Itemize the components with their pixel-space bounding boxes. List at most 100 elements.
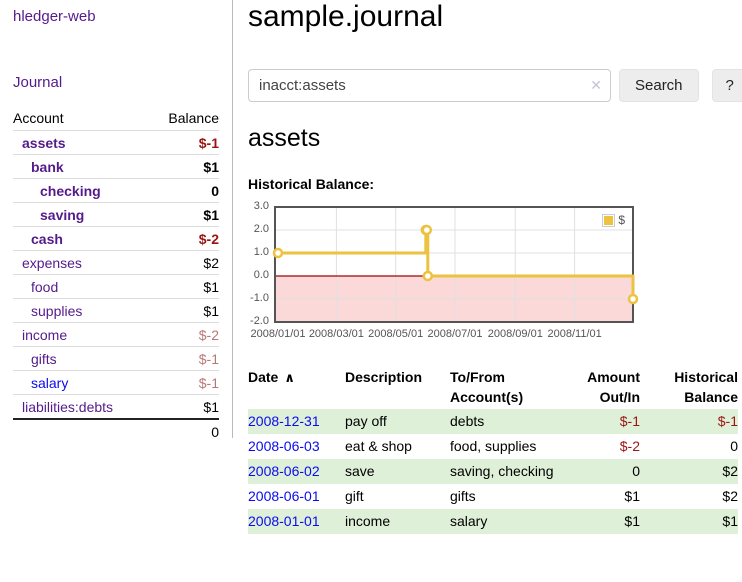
legend-swatch-icon: [602, 213, 616, 227]
transaction-date-link[interactable]: 2008-06-03: [248, 438, 320, 454]
account-balance: $2: [149, 250, 219, 275]
x-tick-label: 2008/03/01: [308, 328, 364, 340]
brand: hledger-web: [0, 0, 232, 26]
description-cell: save: [345, 463, 375, 479]
chart-canvas: [272, 206, 639, 323]
register-column-header: Historical Balance: [674, 369, 738, 405]
balance-cell: $-1: [717, 413, 738, 429]
register-column-header[interactable]: Date ∧: [248, 369, 295, 385]
sidebar-item-food[interactable]: food: [31, 279, 59, 295]
x-tick-label: 2008/05/01: [368, 328, 424, 340]
y-tick-label: -1.0: [250, 292, 269, 304]
search-form: ✕ Search ?: [248, 69, 742, 102]
balance-cell: $2: [722, 488, 738, 504]
description-cell: pay off: [345, 413, 387, 429]
amount-cell: 0: [632, 463, 640, 479]
x-tick-label: 2008/01/01: [250, 328, 306, 340]
chart-legend: $: [602, 213, 625, 227]
account-row: supplies $1: [13, 298, 219, 323]
sidebar-item-saving[interactable]: saving: [40, 207, 85, 223]
x-tick-label: 2008/11/01: [547, 328, 602, 340]
search-input[interactable]: [248, 69, 611, 102]
account-row: income $-2: [13, 322, 219, 347]
account-row: food $1: [13, 274, 219, 299]
amount-cell: $1: [624, 488, 640, 504]
account-row: saving $1: [13, 202, 219, 227]
y-tick-label: 3.0: [253, 200, 269, 212]
help-button[interactable]: ?: [711, 69, 742, 102]
account-balance: $-1: [149, 346, 219, 371]
y-tick-label: 0.0: [253, 269, 269, 281]
balance-cell: $2: [722, 463, 738, 479]
transaction-date-link[interactable]: 2008-01-01: [248, 513, 320, 529]
sidebar-nav: Journal: [13, 74, 232, 92]
transaction-row: 2008-06-01 gift gifts $1 $2: [248, 484, 738, 509]
balance-cell: $1: [722, 513, 738, 529]
y-tick-label: -2.0: [250, 315, 269, 327]
transaction-date-link[interactable]: 2008-06-01: [248, 488, 320, 504]
y-tick-label: 2.0: [253, 223, 269, 235]
sidebar-item-journal[interactable]: Journal: [13, 74, 63, 91]
amount-cell: $-1: [619, 413, 640, 429]
balance-column-header: Balance: [168, 110, 219, 126]
account-balance: $1: [149, 154, 219, 179]
accounts-cell: gifts: [450, 488, 476, 504]
sidebar-item-supplies[interactable]: supplies: [31, 303, 83, 319]
account-balance: $1: [149, 298, 219, 323]
account-heading: assets: [248, 124, 321, 152]
account-row: bank $1: [13, 154, 219, 179]
search-field-wrapper: ✕: [248, 69, 611, 102]
account-row: liabilities:debts $1: [13, 394, 219, 419]
sidebar-item-salary[interactable]: salary: [31, 375, 69, 391]
accounts-table-header-row: Account Balance: [13, 106, 219, 131]
search-button[interactable]: Search: [619, 69, 699, 102]
account-row: assets $-1: [13, 130, 219, 155]
sidebar-item-bank[interactable]: bank: [31, 159, 64, 175]
description-cell: eat & shop: [345, 438, 412, 454]
account-row: cash $-2: [13, 226, 219, 251]
account-balance: $-1: [149, 130, 219, 155]
register-header-row: Date ∧ Description To/From Account(s) Amount…: [248, 361, 738, 409]
description-cell: income: [345, 513, 391, 529]
account-balance: $1: [149, 202, 219, 227]
account-balance: $-2: [149, 322, 219, 347]
sidebar-item-liabilities-debts[interactable]: liabilities:debts: [22, 399, 114, 415]
account-balance: $1: [149, 274, 219, 299]
sidebar-item-cash[interactable]: cash: [31, 231, 63, 247]
sidebar-item-assets[interactable]: assets: [22, 135, 66, 151]
register-column-header: Amount Out/In: [587, 369, 640, 405]
legend-series-label: $: [618, 213, 625, 227]
sidebar-item-expenses[interactable]: expenses: [22, 255, 82, 271]
account-balance: 0: [149, 178, 219, 203]
sidebar: hledger-web Journal Account Balance asse…: [0, 0, 233, 443]
account-balance: $-1: [149, 370, 219, 395]
accounts-cell: debts: [450, 413, 485, 429]
main-content: sample.journal ✕ Search ? assets Histori…: [245, 0, 742, 582]
sort-ascending-icon: ∧: [284, 370, 295, 385]
balance-cell: 0: [730, 438, 738, 454]
brand-link[interactable]: hledger-web: [13, 8, 96, 25]
account-balance: $-2: [149, 226, 219, 251]
sidebar-item-checking[interactable]: checking: [40, 183, 101, 199]
account-row: checking 0: [13, 178, 219, 203]
account-row: expenses $2: [13, 250, 219, 275]
transaction-row: 2008-12-31 pay off debts $-1 $-1: [248, 409, 738, 434]
sidebar-item-income[interactable]: income: [22, 327, 68, 343]
transaction-row: 2008-01-01 income salary $1 $1: [248, 509, 738, 534]
clear-search-icon[interactable]: ✕: [590, 77, 602, 93]
sidebar-item-gifts[interactable]: gifts: [31, 351, 57, 367]
x-tick-label: 2008/07/01: [427, 328, 483, 340]
account-column-header: Account: [13, 110, 64, 126]
transaction-date-link[interactable]: 2008-12-31: [248, 413, 320, 429]
account-row: gifts $-1: [13, 346, 219, 371]
y-tick-label: 1.0: [253, 246, 269, 258]
description-cell: gift: [345, 488, 364, 504]
accounts-cell: saving, checking: [450, 463, 554, 479]
chart-title: Historical Balance:: [248, 176, 375, 192]
accounts-table: Account Balance assets $-1 bank $1 checking 0…: [13, 106, 219, 443]
register-column-header: To/From Account(s): [450, 369, 524, 405]
page-title: sample.journal: [248, 0, 444, 33]
transaction-date-link[interactable]: 2008-06-02: [248, 463, 320, 479]
total-balance: 0: [149, 418, 219, 443]
